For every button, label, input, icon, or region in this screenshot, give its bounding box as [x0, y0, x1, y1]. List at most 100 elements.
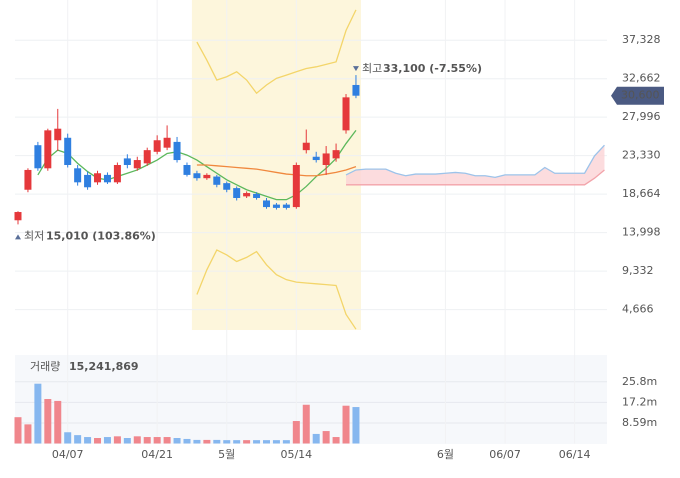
volume-bar — [213, 439, 221, 444]
candle-body — [84, 174, 92, 188]
volume-bar — [34, 383, 42, 444]
volume-bar — [292, 421, 300, 444]
candle-body — [54, 128, 62, 141]
volume-bar — [282, 440, 290, 444]
candle-body — [223, 183, 231, 190]
volume-bar — [173, 437, 181, 444]
candle-body — [203, 174, 211, 179]
candle-body — [143, 150, 151, 164]
y-tick-label: 13,998 — [622, 226, 661, 239]
moving-average — [37, 129, 357, 201]
volume-bar — [153, 437, 161, 444]
volume-panel — [15, 355, 607, 444]
candle-body — [123, 158, 131, 165]
volume-bar — [24, 424, 32, 444]
candle-body — [44, 130, 52, 169]
volume-bar — [322, 431, 330, 444]
volume-bar — [123, 437, 131, 444]
candle-body — [64, 137, 72, 165]
cloud-fill — [346, 145, 605, 185]
candle-body — [322, 153, 330, 165]
band-lower — [196, 249, 357, 330]
volume-bar — [14, 417, 22, 444]
volume-bar — [253, 440, 261, 444]
candle-body — [34, 145, 42, 169]
candle-body — [263, 200, 270, 208]
candle-body — [213, 176, 221, 185]
max-label-value: 33,100 (-7.55%) — [383, 62, 482, 75]
volume-bar — [133, 436, 141, 444]
volume-bar — [183, 438, 191, 444]
min-label-value: 15,010 (103.86%) — [46, 229, 156, 242]
volume-bar — [312, 433, 320, 444]
volume-bar — [113, 436, 121, 444]
min-label-text: 최저 — [24, 229, 44, 242]
x-tick-label: 05/14 — [280, 448, 312, 461]
volume-bar — [103, 437, 111, 444]
band-highlight — [191, 0, 361, 330]
y-tick-label: 27,996 — [622, 110, 661, 123]
candle-body — [153, 140, 161, 152]
y-tick-label: 4,666 — [622, 303, 654, 316]
y-tick-label: 18,664 — [622, 187, 661, 200]
candle-body — [312, 156, 320, 161]
cloud-span-b — [346, 169, 605, 186]
volume-bar — [143, 437, 151, 444]
candle-body — [103, 174, 111, 183]
price-tag — [611, 86, 664, 105]
volume-tick-label: 25.8m — [622, 375, 657, 388]
candle-body — [342, 97, 350, 131]
candle-body — [113, 165, 121, 183]
candle-body — [74, 168, 82, 183]
y-tick-label: 32,662 — [622, 72, 661, 85]
volume-bar — [243, 440, 251, 444]
x-tick-label: 6월 — [437, 448, 454, 461]
x-tick-label: 06/14 — [559, 448, 591, 461]
y-tick-label: 37,328 — [622, 33, 661, 46]
candle-body — [332, 150, 340, 159]
volume-bar — [302, 404, 310, 444]
volume-title-value: 15,241,869 — [69, 360, 139, 373]
candle-body — [272, 204, 280, 208]
y-tick-label: 9,332 — [622, 264, 654, 277]
x-tick-label: 5월 — [218, 448, 235, 461]
max-marker — [352, 66, 359, 72]
volume-title: 거래량 — [30, 360, 60, 373]
volume-bar — [84, 437, 92, 444]
volume-bar — [44, 399, 52, 444]
volume-bar — [352, 407, 360, 444]
candle-body — [282, 204, 290, 208]
candle-body — [24, 169, 32, 190]
volume-bar — [342, 405, 350, 444]
volume-bar — [263, 440, 270, 444]
volume-bar — [233, 440, 241, 444]
volume-bar — [193, 439, 201, 444]
x-tick-label: 04/21 — [141, 448, 173, 461]
band-upper — [196, 9, 357, 95]
moving-average — [196, 164, 357, 177]
candle-body — [302, 142, 310, 151]
volume-tick-label: 17.2m — [622, 395, 657, 408]
candle-body — [173, 141, 181, 161]
min-marker — [15, 234, 21, 240]
volume-tick-label: 8.59m — [622, 416, 657, 429]
candle-body — [94, 173, 102, 183]
candle-body — [292, 165, 300, 208]
max-label-text: 최고 — [362, 62, 382, 75]
candle-body — [233, 188, 241, 198]
candle-body — [133, 160, 141, 169]
volume-bar — [54, 400, 62, 444]
price-tag-label: 30,600 — [621, 89, 660, 102]
candle-body — [163, 137, 171, 148]
x-tick-label: 04/07 — [52, 448, 84, 461]
volume-bar — [74, 435, 82, 444]
volume-bar — [272, 440, 280, 444]
candle-body — [193, 173, 201, 179]
y-tick-label: 23,330 — [622, 149, 661, 162]
x-tick-label: 06/07 — [489, 448, 521, 461]
candle-body — [14, 212, 22, 221]
volume-bar — [64, 432, 72, 444]
candle-body — [253, 193, 261, 198]
volume-bar — [94, 437, 102, 444]
